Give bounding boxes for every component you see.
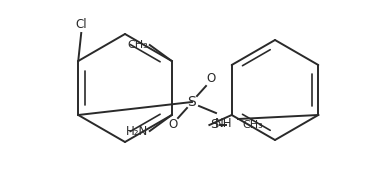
Text: O: O xyxy=(206,72,216,86)
Text: S: S xyxy=(210,118,219,132)
Text: NH: NH xyxy=(215,117,233,130)
Text: O: O xyxy=(169,118,177,132)
Text: H₂N: H₂N xyxy=(125,124,148,138)
Text: CH₃: CH₃ xyxy=(243,120,263,130)
Text: Cl: Cl xyxy=(76,18,87,31)
Text: S: S xyxy=(187,95,196,109)
Text: CH₃: CH₃ xyxy=(127,40,148,50)
